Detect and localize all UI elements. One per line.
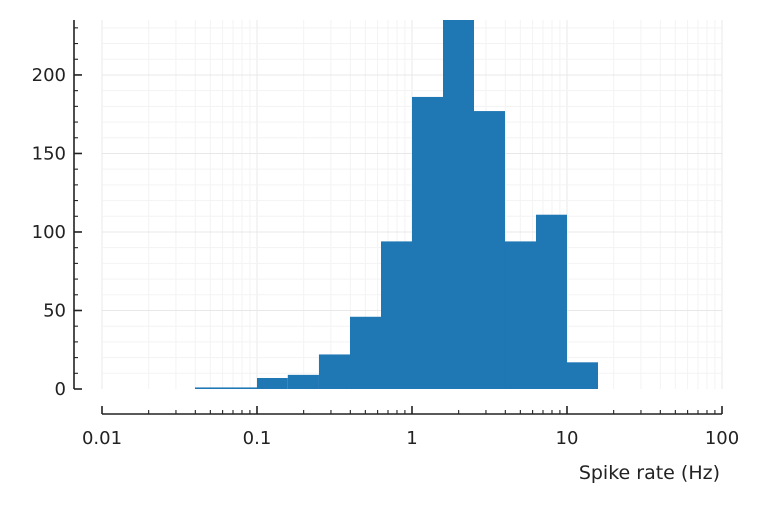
y-tick-label: 200 — [32, 65, 66, 86]
histogram-bar — [194, 387, 227, 389]
x-axis-label: Spike rate (Hz) — [579, 462, 720, 484]
histogram-bar — [474, 111, 505, 390]
histogram-bar — [318, 354, 350, 389]
x-tick-label: 0.01 — [82, 428, 122, 449]
histogram-bar — [287, 374, 319, 389]
y-tick-label: 50 — [43, 300, 66, 321]
histogram-bar — [443, 20, 475, 389]
x-tick-label: 0.1 — [243, 428, 272, 449]
histogram-bar — [349, 316, 382, 389]
x-axis: 0.01 0.1 1 10 100 — [82, 406, 739, 449]
histogram-bar — [504, 241, 537, 389]
x-tick-label: 10 — [556, 428, 579, 449]
y-axis: 0 50 100 150 200 — [32, 20, 82, 400]
y-tick-label: 100 — [32, 222, 66, 243]
histogram-bar — [257, 378, 288, 389]
x-tick-label: 1 — [406, 428, 417, 449]
bars — [194, 20, 599, 390]
x-tick-label: 100 — [705, 428, 739, 449]
histogram-bar — [226, 387, 257, 389]
histogram-bar — [536, 214, 567, 389]
y-tick-label: 150 — [32, 143, 66, 164]
histogram-bar — [567, 362, 599, 389]
histogram-bar — [381, 241, 412, 389]
y-tick-label: 0 — [55, 379, 66, 400]
histogram-bar — [412, 96, 444, 389]
